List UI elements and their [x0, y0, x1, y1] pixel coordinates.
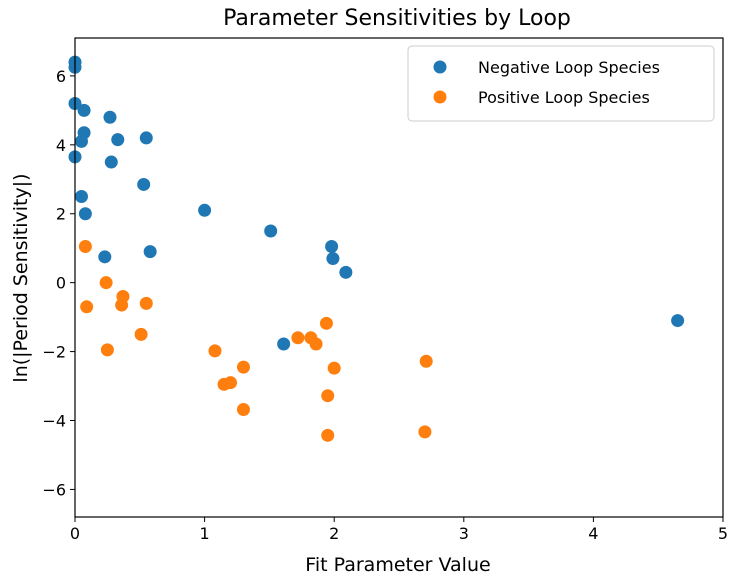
positive-loop-point: [319, 316, 333, 330]
y-tick-label: 4: [56, 136, 66, 155]
negative-loop-point: [143, 245, 157, 259]
negative-loop-point: [77, 103, 91, 117]
positive-loop-point: [419, 354, 433, 368]
positive-loop-point: [80, 300, 94, 314]
positive-loop-point: [321, 428, 335, 442]
positive-loop-point: [99, 276, 113, 290]
y-tick-label: 6: [56, 67, 66, 86]
legend: Negative Loop Species Positive Loop Spec…: [407, 45, 715, 122]
x-tick-label: 3: [459, 524, 469, 543]
x-tick-label: 5: [718, 524, 728, 543]
negative-loop-point: [325, 239, 339, 253]
negative-loop-point: [139, 131, 153, 145]
legend-marker-negative: [433, 60, 447, 74]
plot-frame: [74, 37, 724, 518]
positive-loop-point: [78, 239, 92, 253]
negative-loop-point: [74, 190, 88, 204]
negative-loop-point: [137, 177, 151, 191]
positive-loop-point: [208, 344, 222, 358]
negative-loop-point: [98, 250, 112, 264]
y-tick-label: −4: [42, 412, 66, 431]
negative-loop-point: [78, 207, 92, 221]
data-points: [68, 55, 685, 442]
negative-loop-point: [111, 133, 125, 147]
y-tick-label: 2: [56, 205, 66, 224]
negative-loop-point: [198, 203, 212, 217]
positive-loop-point: [309, 337, 323, 351]
positive-loop-point: [134, 327, 148, 341]
positive-loop-point: [327, 361, 341, 375]
positive-loop-point: [139, 296, 153, 310]
positive-loop-point: [236, 360, 250, 374]
positive-loop-point: [418, 425, 432, 439]
x-tick-label: 4: [588, 524, 598, 543]
legend-label-negative: Negative Loop Species: [478, 58, 660, 77]
legend-marker-positive: [433, 90, 447, 104]
negative-loop-point: [339, 265, 353, 279]
positive-loop-point: [291, 331, 305, 345]
x-axis-label: Fit Parameter Value: [305, 554, 490, 576]
x-tick-label: 2: [329, 524, 339, 543]
negative-loop-point: [104, 155, 118, 169]
legend-box: [407, 45, 715, 122]
positive-loop-point: [224, 376, 238, 390]
negative-loop-point: [264, 224, 278, 238]
negative-loop-point: [326, 252, 340, 266]
y-tick-label: −2: [42, 343, 66, 362]
x-tick-label: 0: [70, 524, 80, 543]
negative-loop-point: [671, 314, 685, 328]
negative-loop-point: [277, 337, 291, 351]
legend-label-positive: Positive Loop Species: [478, 88, 650, 107]
positive-loop-point: [100, 343, 114, 357]
y-tick-label: 0: [56, 274, 66, 293]
axis-ticks: 0 1 2 3 4 5 −6 −4 −2 0 2 4 6: [42, 67, 728, 543]
positive-loop-point: [321, 389, 335, 403]
y-tick-label: −6: [42, 480, 66, 499]
positive-loop-point: [115, 298, 129, 312]
x-tick-label: 1: [200, 524, 210, 543]
negative-loop-point: [74, 134, 88, 148]
positive-loop-point: [236, 402, 250, 416]
y-axis-label: ln(|Period Sensitivity|): [10, 173, 32, 382]
chart-title: Parameter Sensitivities by Loop: [223, 6, 571, 31]
negative-loop-point: [103, 110, 117, 124]
